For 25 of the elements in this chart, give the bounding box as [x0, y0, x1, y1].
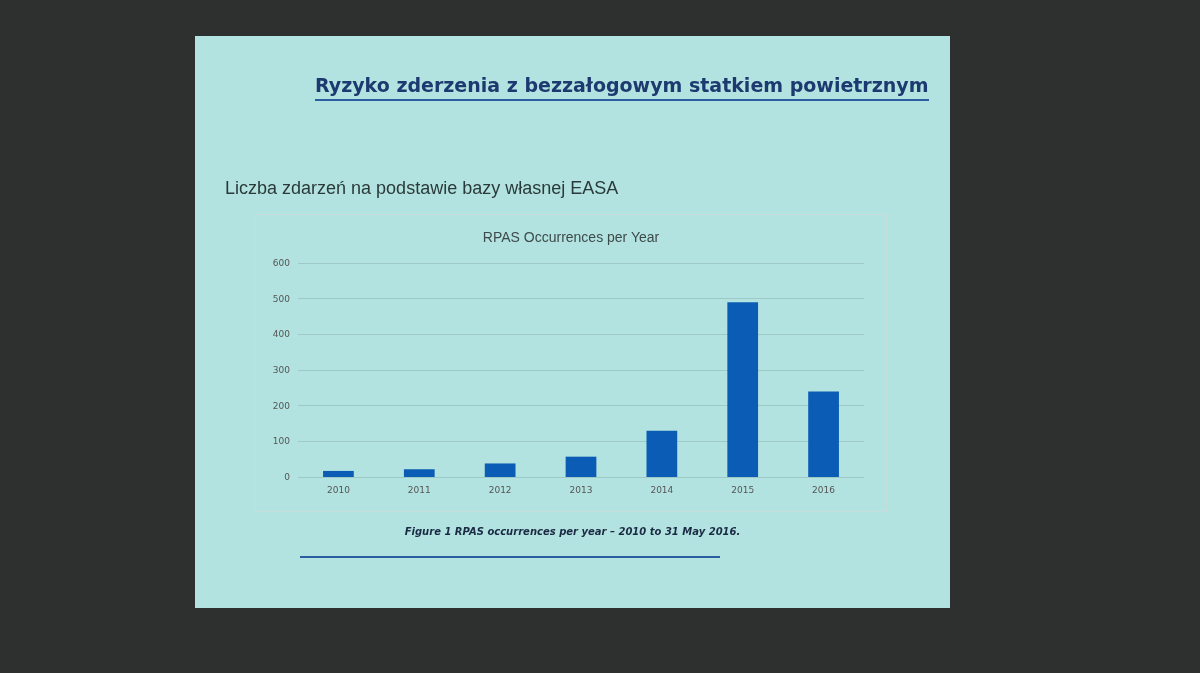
text: Liczba zdarzeń na podstawie bazy własnej EASA	[225, 178, 619, 199]
caption: Figure 1 RPAS occurrences per year – 2010 to 31 May 2016.	[403, 526, 742, 537]
bar	[484, 463, 516, 477]
x-tick-label: 2011	[407, 484, 431, 495]
bar	[727, 302, 759, 477]
chart-title: RPAS Occurrences per Year	[482, 229, 660, 245]
x-tick-label: 2016	[812, 484, 836, 495]
y-tick-label: 400	[272, 329, 291, 340]
x-tick-label: 2013	[569, 484, 593, 495]
y-tick-label: 200	[272, 400, 291, 411]
y-tick-label: 0	[284, 472, 291, 482]
y-tick-label: 500	[272, 293, 291, 304]
bar	[646, 430, 678, 477]
bar	[808, 391, 839, 477]
text: Ryzyko zderzenia z bezzałogowym statkiem powietrznym	[315, 74, 929, 101]
bar	[323, 470, 354, 477]
y-tick-label: 600	[272, 258, 291, 268]
x-tick-label: 2010	[326, 484, 351, 495]
x-tick-label: 2012	[488, 484, 512, 495]
y-tick-label: 100	[272, 436, 291, 447]
x-tick-label: 2015	[731, 484, 755, 495]
y-tick-label: 300	[272, 365, 291, 375]
x-tick-label: 2014	[650, 484, 674, 495]
bar	[403, 469, 435, 477]
bar	[565, 456, 597, 477]
